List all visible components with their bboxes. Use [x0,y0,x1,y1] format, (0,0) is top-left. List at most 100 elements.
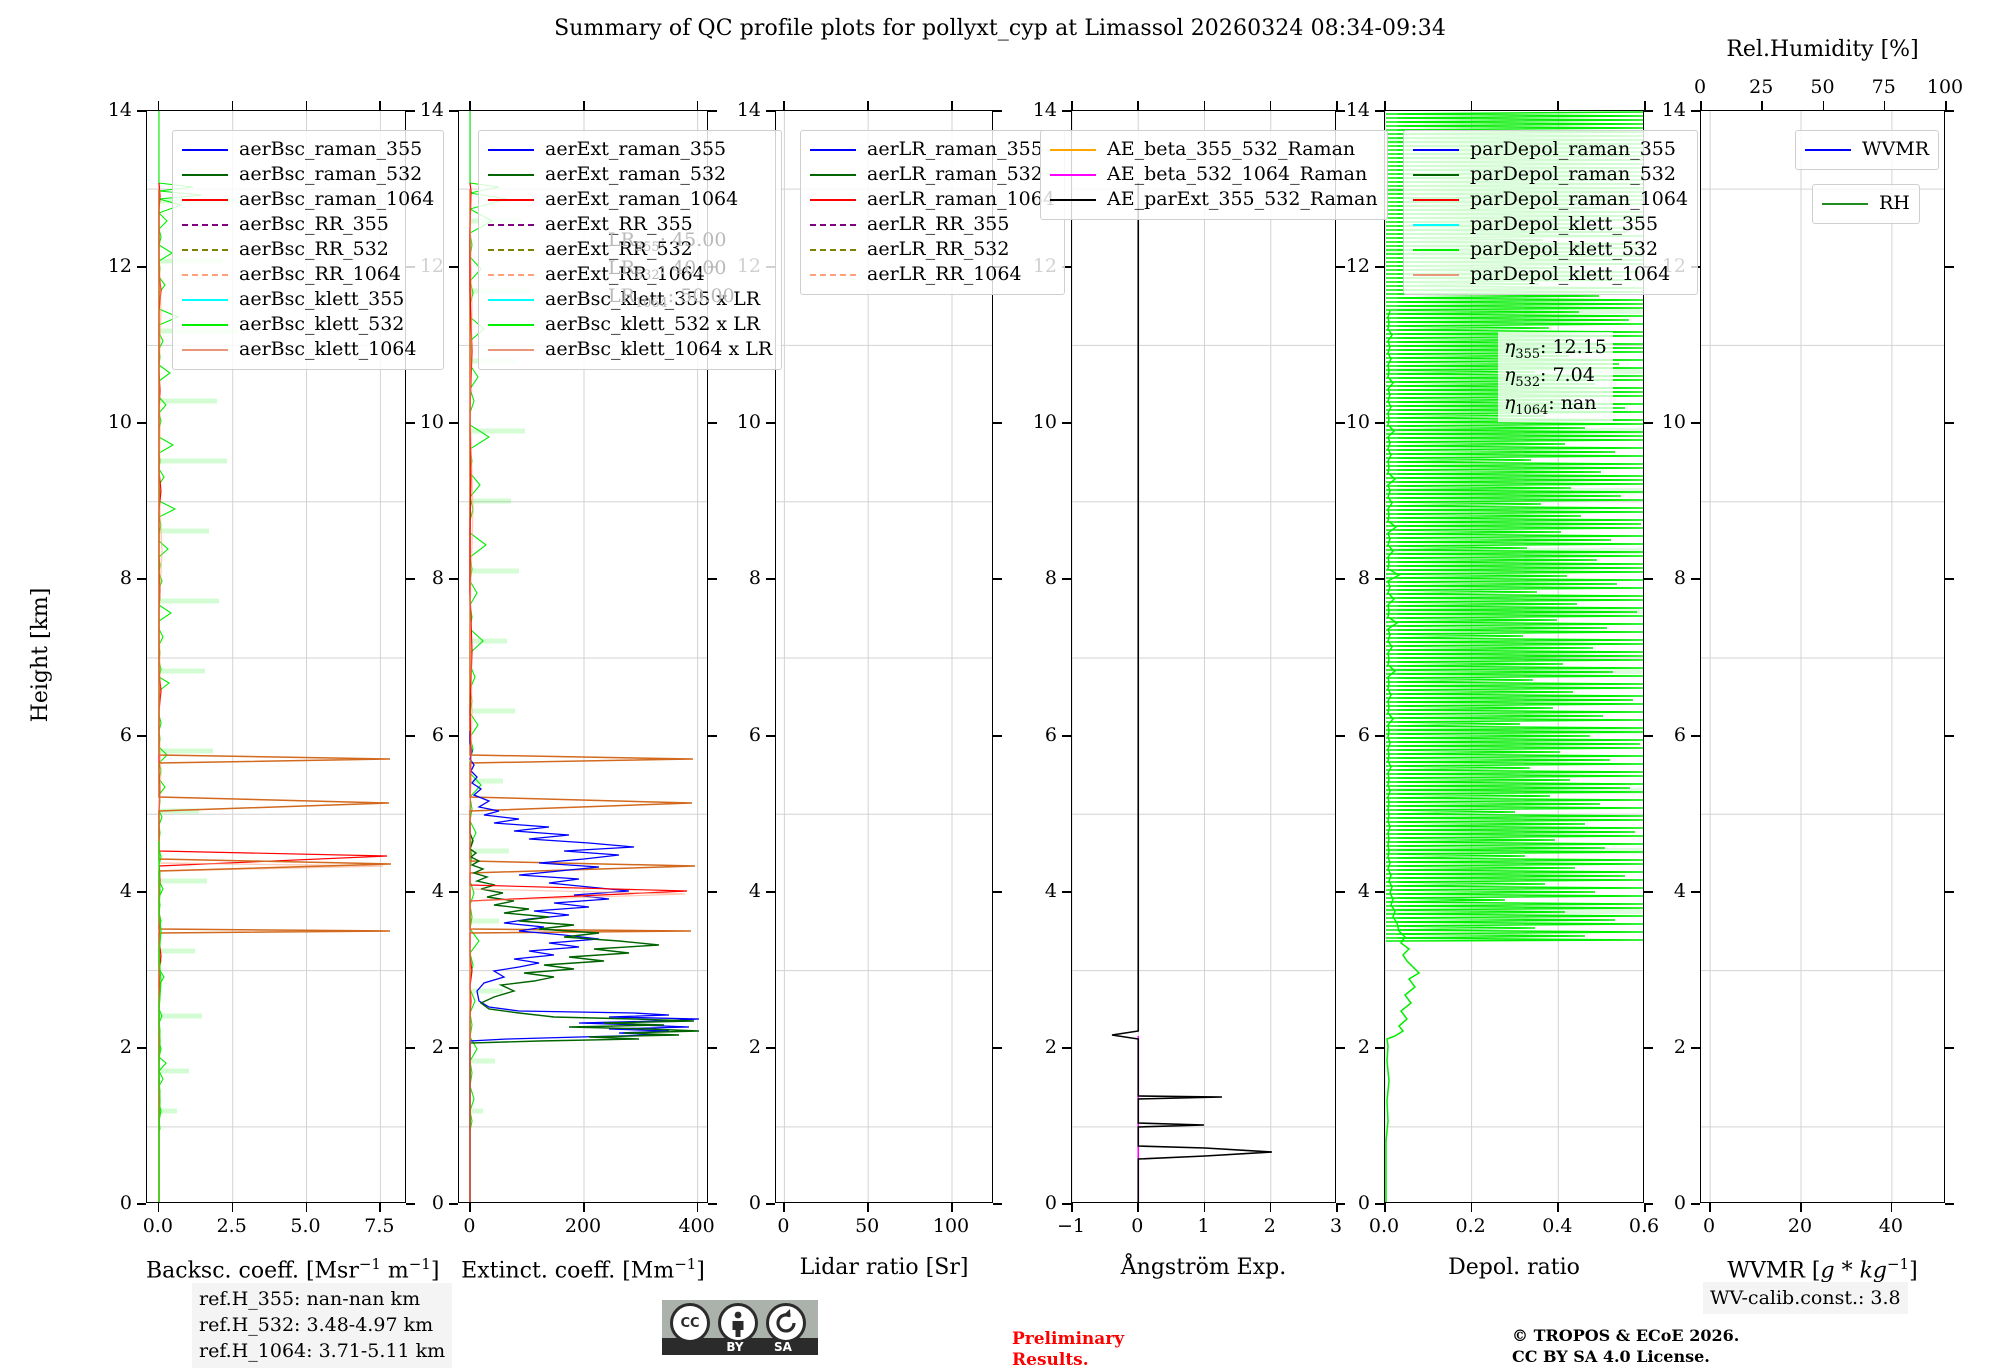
legend-lidar-ratio[interactable]: aerLR_raman_355 aerLR_raman_532 aerLR_ra… [800,130,1065,295]
reference-height-box: ref.H_355: nan-nan km ref.H_532: 3.48-4.… [192,1283,453,1368]
legend-item: aerExt_RR_532 [488,237,772,262]
legend-label: aerLR_raman_355 [867,138,1043,160]
legend-label: aerExt_raman_355 [545,138,727,160]
panel-wvmr: 0 2 4 6 8 10 12 14 0 20 40 0 25 50 75 10… [1661,37,1964,1284]
legend-rh[interactable]: RH [1812,184,1920,224]
legend-swatch-lr-rr-532 [810,248,856,251]
legend-swatch-klett-355 [182,298,228,301]
legend-item: aerLR_raman_355 [810,137,1055,162]
legend-label: aerLR_RR_1064 [867,263,1022,285]
legend-angstrom[interactable]: AE_beta_355_532_Raman AE_beta_532_1064_R… [1040,130,1388,220]
legend-label: AE_beta_355_532_Raman [1107,138,1356,160]
legend-item: aerExt_raman_355 [488,137,772,162]
preliminary-line-2: Results. [1012,1350,1089,1371]
legend-label: aerBsc_klett_355 x LR [545,288,761,310]
legend-item: aerBsc_klett_1064 [182,337,434,362]
legend-swatch-raman-355 [182,148,228,151]
axis-title-backscatter: Backsc. coeff. [Msr−1 m−1] [146,1255,440,1284]
legend-item: parDepol_raman_1064 [1413,187,1688,212]
legend-item: aerBsc_raman_355 [182,137,434,162]
legend-item: aerExt_RR_355 [488,212,772,237]
legend-item: aerBsc_RR_355 [182,212,434,237]
cc-by-sa-badge: CC BY SA [662,1300,818,1355]
plot-area-wvmr [1700,110,1945,1203]
wvmr-traces [1701,111,1944,1202]
wv-calib-const-box: WV-calib.const.: 3.8 [1703,1282,1908,1315]
legend-label: aerBsc_klett_1064 [239,338,417,360]
legend-label: WVMR [1862,138,1930,160]
legend-label: aerExt_RR_1064 [545,263,705,285]
preliminary-results-notice: Preliminary Results. [1012,1329,1124,1372]
cc-logo-text: CC [680,1315,700,1331]
legend-item: aerBsc_klett_532 x LR [488,312,772,337]
legend-extinction[interactable]: aerExt_raman_355 aerExt_raman_532 aerExt… [478,130,783,370]
legend-item: aerLR_raman_532 [810,162,1055,187]
angstrom-traces [1072,111,1335,1202]
legend-swatch-ext-rr-532 [488,248,534,251]
legend-label: aerBsc_RR_355 [239,213,389,235]
legend-wvmr[interactable]: WVMR [1795,130,1940,170]
legend-swatch-dp-raman-1064 [1413,198,1459,201]
legend-swatch-dp-klett-1064 [1413,273,1459,276]
legend-swatch-klett-532 [182,323,228,326]
legend-label: parDepol_klett_532 [1470,238,1659,260]
legend-label: parDepol_klett_355 [1470,213,1659,235]
axis-title-depol: Depol. ratio [1448,1255,1580,1280]
legend-label: aerBsc_klett_355 [239,288,405,310]
legend-item: aerBsc_RR_532 [182,237,434,262]
legend-swatch-ext-rr-1064 [488,273,534,276]
legend-swatch-ae-beta-532-1064 [1050,173,1096,176]
legend-label: aerBsc_raman_532 [239,163,423,185]
cc-sa-share-alike-icon [766,1303,806,1343]
legend-label: aerLR_RR_532 [867,238,1010,260]
legend-label: aerBsc_raman_1064 [239,188,435,210]
legend-swatch-wvmr [1805,148,1851,151]
legend-backscatter[interactable]: aerBsc_raman_355 aerBsc_raman_532 aerBsc… [172,130,445,370]
legend-item: parDepol_klett_1064 [1413,262,1688,287]
legend-item: aerBsc_klett_532 [182,312,434,337]
cc-by-label: BY [726,1339,744,1354]
legend-item: aerLR_raman_1064 [810,187,1055,212]
legend-label: aerBsc_klett_532 x LR [545,313,761,335]
legend-item: aerBsc_klett_355 x LR [488,287,772,312]
legend-swatch-ext-rr-355 [488,223,534,226]
legend-label: parDepol_raman_355 [1470,138,1676,160]
extinction-traces [459,111,707,1202]
cc-by-person-icon [718,1303,758,1343]
eta-355-value: η355: 12.15 [1504,336,1607,362]
axis-title-extinction: Extinct. coeff. [Mm−1] [461,1255,705,1284]
legend-swatch-dp-klett-532 [1413,248,1459,251]
legend-depol[interactable]: parDepol_raman_355 parDepol_raman_532 pa… [1403,130,1699,295]
legend-item: AE_parExt_355_532_Raman [1050,187,1378,212]
legend-item: RH [1822,191,1910,216]
lr-1064-value: LR1064: 50.00 [608,284,735,311]
preliminary-line-1: Preliminary [1012,1329,1125,1349]
legend-item: aerLR_RR_532 [810,237,1055,262]
legend-label: aerLR_raman_532 [867,163,1043,185]
legend-item: aerExt_raman_1064 [488,187,772,212]
legend-item: WVMR [1805,137,1929,162]
lidar-ratio-annotation: LR355: 45.00 LR532: 40.00 LR1064: 50.00 [608,228,735,312]
eta-1064-value: η1064: nan [1504,391,1597,418]
cc-logo-icon: CC [670,1303,710,1343]
legend-swatch-lr-raman-532 [810,173,856,176]
axis-title-rel-humidity: Rel.Humidity [%] [1726,37,1919,62]
eta-annotation: η355: 12.15 η532: 7.04 η1064: nan [1498,332,1613,422]
ref-h-355: ref.H_355: nan-nan km [199,1288,421,1310]
legend-swatch-rr-532 [182,248,228,251]
cc-badge-bottom [662,1338,818,1355]
legend-label: aerBsc_RR_532 [239,238,389,260]
legend-label: AE_parExt_355_532_Raman [1107,188,1378,210]
ref-h-532: ref.H_532: 3.48-4.97 km [199,1314,434,1337]
legend-swatch-lr-rr-355 [810,223,856,226]
y-axis-title: Height [km] [28,587,53,723]
legend-item: aerLR_RR_1064 [810,262,1055,287]
legend-swatch-lr-raman-1064 [810,198,856,201]
legend-item: parDepol_raman_532 [1413,162,1688,187]
legend-item: aerExt_RR_1064 [488,262,772,287]
legend-item: AE_beta_355_532_Raman [1050,137,1378,162]
legend-label: aerExt_RR_355 [545,213,693,235]
axis-title-wvmr: WVMR [g * kg−1] [1727,1255,1918,1284]
legend-swatch-ext-klett-355 [488,298,534,301]
legend-swatch-raman-532 [182,173,228,176]
